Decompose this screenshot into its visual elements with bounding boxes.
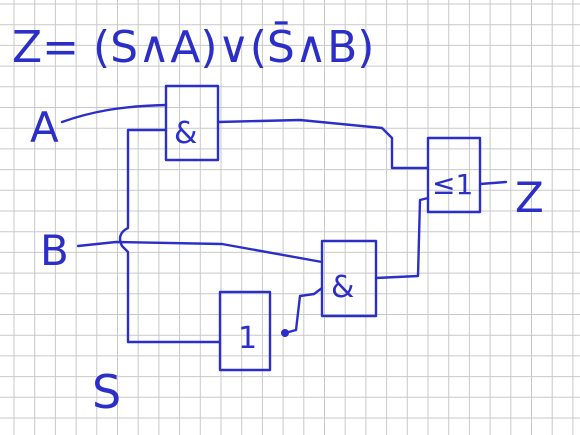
input-label-a: A <box>30 103 59 152</box>
wire-not-to-and-bottom <box>283 286 324 335</box>
not-gate-symbol: 1 <box>238 321 257 356</box>
wire-a-to-and-top <box>60 103 168 124</box>
or-gate-symbol: ≤1 <box>432 168 473 201</box>
wire-or-to-output <box>478 180 508 186</box>
input-label-s: S <box>92 365 121 419</box>
boolean-formula: Z= (S∧A)∨(S̄∧B) <box>12 20 374 73</box>
wire-b-to-and-bottom <box>76 240 324 264</box>
and-gate-bottom-symbol: & <box>331 270 354 305</box>
wire-and-bottom-to-or <box>374 196 430 280</box>
input-label-b: B <box>40 226 69 275</box>
and-gate-top-symbol: & <box>174 116 197 151</box>
not-gate: 1 <box>218 290 289 372</box>
wire-and-top-to-or <box>216 118 430 170</box>
or-gate: ≤1 <box>426 136 482 214</box>
wire-s-to-and-top <box>118 128 222 344</box>
output-label-z: Z <box>515 173 544 222</box>
